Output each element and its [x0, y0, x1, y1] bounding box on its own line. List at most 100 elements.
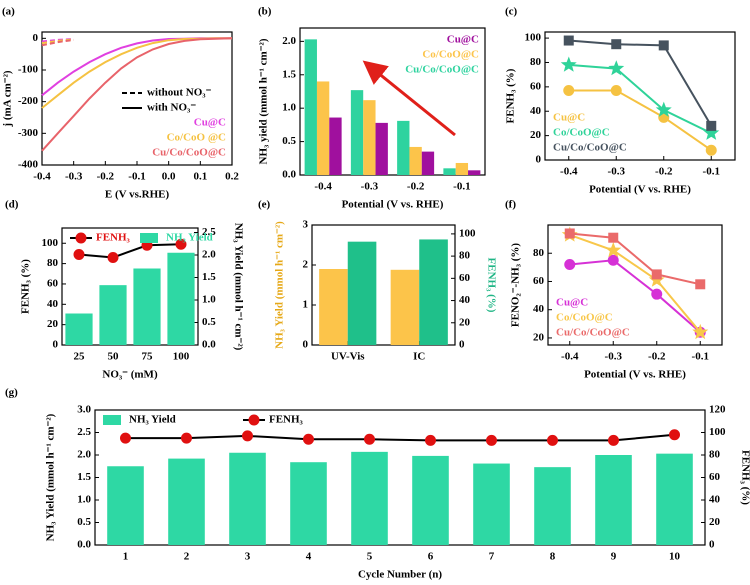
bar: [133, 268, 161, 345]
y-tick-label: 0: [536, 154, 542, 166]
y2-tick-label: 80: [459, 250, 471, 262]
x-axis-title: Cycle Number (n): [358, 569, 442, 581]
line: [125, 433, 675, 442]
bar: [316, 81, 330, 175]
marker: [703, 124, 720, 140]
line: [78, 243, 182, 259]
marker: [547, 434, 558, 446]
marker: [242, 430, 253, 442]
line: [569, 233, 702, 333]
x-tick-label: -0.4: [561, 351, 579, 363]
x-axis-title: Potential (V vs. RHE): [342, 199, 444, 211]
y2-tick-label: 80: [709, 449, 721, 461]
marker: [669, 429, 680, 441]
marker: [605, 241, 622, 258]
marker: [611, 39, 622, 50]
marker: [607, 254, 619, 266]
y-axis-title: NH₃ Yield (mmol h⁻¹ cm⁻²): [45, 413, 57, 541]
x-tick-label: 25: [74, 351, 86, 363]
x-tick-label: UV-Vis: [331, 351, 365, 363]
marker: [303, 433, 314, 445]
legend-label: NH₃ Yield: [166, 232, 213, 244]
panel-label: (b): [258, 6, 272, 18]
marker: [486, 434, 497, 446]
bar: [304, 39, 317, 175]
line: [569, 259, 701, 334]
x-tick-label: -0.4: [33, 171, 51, 183]
y-tick-label: 60: [533, 275, 545, 287]
marker: [425, 434, 436, 446]
legend-label: Cu/Co/CoO@C: [556, 327, 630, 339]
x-tick-label: 2: [184, 551, 190, 563]
bar: [455, 162, 469, 175]
x-tick-label: -0.2: [407, 181, 425, 193]
y2-tick-label: 100: [459, 227, 476, 239]
x-axis-title: Potential (V vs. RHE): [584, 369, 686, 381]
marker: [651, 288, 663, 300]
marker: [706, 120, 717, 131]
bar: [99, 285, 127, 345]
bar: [412, 455, 449, 545]
y-tick-label: 1: [303, 299, 309, 311]
line: [41, 38, 74, 47]
legend-label: Cu/Co/CoO@C: [405, 64, 479, 76]
marker: [560, 56, 577, 72]
x-tick-label: 0.1: [193, 171, 207, 183]
marker: [181, 432, 192, 444]
y2-axis-title: NH₃ Yield (mmol h⁻¹ cm⁻²): [232, 223, 244, 351]
x-tick-label: -0.2: [648, 351, 666, 363]
legend-label: Co/CoO@C: [553, 127, 610, 139]
x-tick-label: -0.1: [703, 166, 720, 178]
legend-label: Co/CoO@C: [422, 49, 479, 61]
bar: [65, 313, 93, 345]
x-tick-label: -0.2: [97, 171, 115, 183]
legend-label: Cu/Co/CoO@C: [152, 147, 226, 159]
x-tick-label: 100: [173, 351, 190, 363]
style-label: with NO₃⁻: [147, 102, 196, 114]
x-tick-label: -0.3: [608, 166, 626, 178]
y-tick-label: 3: [303, 219, 309, 231]
y2-tick-label: 1.0: [202, 294, 216, 306]
y-tick-label: 1.5: [77, 471, 91, 483]
x-tick-label: -0.4: [314, 181, 332, 193]
y-tick-label: -300: [18, 127, 39, 139]
y-tick-label: 0: [33, 32, 39, 44]
y-tick-label: 2.0: [282, 35, 296, 47]
y2-tick-label: 60: [459, 272, 471, 284]
marker: [564, 259, 576, 271]
x-tick-label: 6: [428, 551, 434, 563]
x-tick-label: -0.1: [128, 171, 145, 183]
plot-frame: [61, 227, 199, 346]
line: [568, 89, 712, 152]
marker: [120, 432, 131, 444]
bar: [419, 239, 448, 345]
y2-tick-label: 0.5: [202, 316, 216, 328]
bar: [534, 467, 571, 545]
legend-swatch: [103, 415, 121, 425]
x-tick-label: -0.1: [453, 181, 470, 193]
bar: [473, 463, 510, 545]
bar: [468, 170, 481, 175]
bar: [363, 100, 376, 175]
bar: [168, 458, 205, 545]
x-tick-label: 9: [611, 551, 617, 563]
legend-label: Cu@C: [553, 112, 585, 124]
bar: [229, 452, 266, 545]
x-tick-label: -0.3: [605, 351, 623, 363]
x-tick-label: 0.2: [225, 171, 239, 183]
y-axis-title: NH₃ Yield (mmol h⁻¹ cm⁻²): [274, 221, 286, 349]
x-tick-label: -0.4: [560, 166, 578, 178]
marker: [658, 40, 669, 51]
x-tick-label: 10: [669, 551, 681, 563]
y-tick-label: 2: [303, 259, 309, 271]
x-tick-label: 75: [142, 351, 154, 363]
bar: [347, 241, 377, 345]
y-tick-label: 100: [525, 32, 542, 44]
marker: [107, 252, 119, 264]
legend-label: Co/CoO @C: [167, 132, 226, 144]
y2-tick-label: 0: [709, 539, 715, 551]
y-tick-label: -200: [18, 95, 39, 107]
bar: [167, 252, 195, 345]
trend-arrow: [362, 60, 456, 137]
